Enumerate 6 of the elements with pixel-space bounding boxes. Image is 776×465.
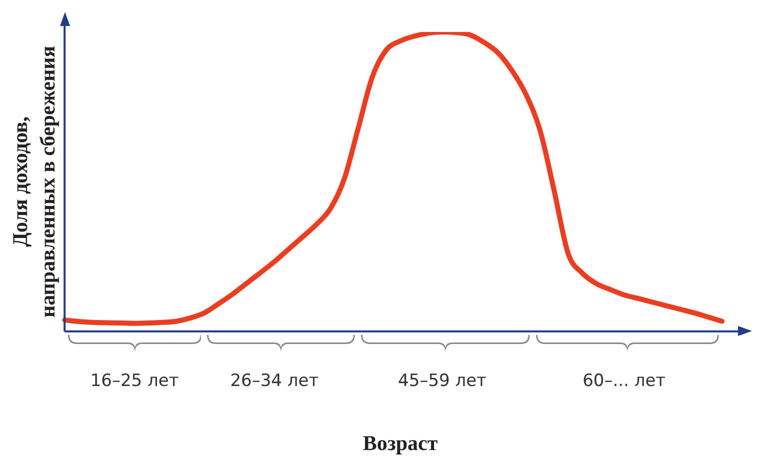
x-axis-title: Возраст (362, 430, 438, 455)
x-tick-label: 26–34 лет (230, 371, 319, 392)
x-tick-label: 45–59 лет (398, 371, 487, 392)
y-axis-title: Доля доходов, направленных в сбережения (8, 46, 60, 318)
x-tick-label: 16–25 лет (90, 371, 179, 392)
x-tick-label: 60–... лет (582, 371, 666, 392)
